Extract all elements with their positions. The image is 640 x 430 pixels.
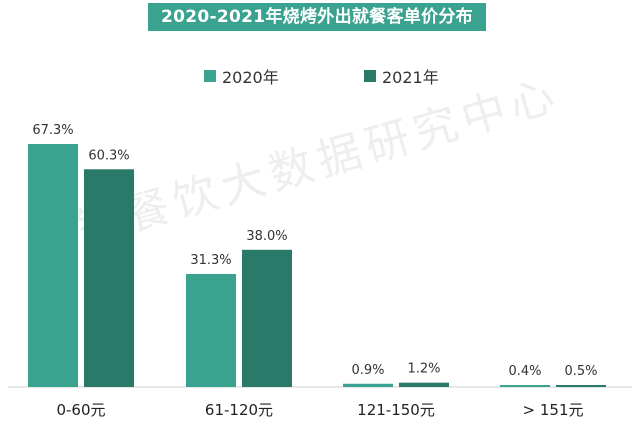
value-label-2020-1: 31.3% bbox=[190, 253, 231, 268]
value-label-2021-0: 60.3% bbox=[88, 148, 129, 163]
legend-swatch-2020 bbox=[204, 70, 216, 82]
category-label-0: 0-60元 bbox=[56, 401, 105, 419]
legend-label-2020: 2020年 bbox=[222, 68, 279, 87]
bar-2021-1 bbox=[242, 249, 292, 387]
value-label-2021-2: 1.2% bbox=[407, 362, 440, 377]
bar-2020-0 bbox=[28, 144, 78, 387]
legend-label-2021: 2021年 bbox=[382, 68, 439, 87]
value-label-2020-2: 0.9% bbox=[351, 363, 384, 378]
bar-2020-2 bbox=[343, 383, 393, 387]
bar-2021-0 bbox=[84, 169, 134, 387]
value-label-2021-1: 38.0% bbox=[246, 229, 287, 244]
legend-item-2020: 2020年 bbox=[204, 64, 279, 88]
value-label-2020-0: 67.3% bbox=[32, 123, 73, 138]
bar-2020-1 bbox=[186, 273, 236, 387]
legend-swatch-2021 bbox=[364, 70, 376, 82]
category-label-2: 121-150元 bbox=[357, 401, 435, 419]
category-label-3: > 151元 bbox=[523, 401, 584, 419]
legend-item-2021: 2021年 bbox=[364, 64, 439, 88]
value-label-2021-3: 0.5% bbox=[564, 364, 597, 379]
value-label-2020-3: 0.4% bbox=[508, 364, 541, 379]
bar-2021-3 bbox=[556, 385, 606, 387]
bar-2021-2 bbox=[399, 382, 449, 387]
category-label-1: 61-120元 bbox=[205, 401, 273, 419]
chart-title: 2020-2021年烧烤外出就餐客单价分布 bbox=[148, 3, 486, 31]
bar-2020-3 bbox=[500, 385, 550, 387]
